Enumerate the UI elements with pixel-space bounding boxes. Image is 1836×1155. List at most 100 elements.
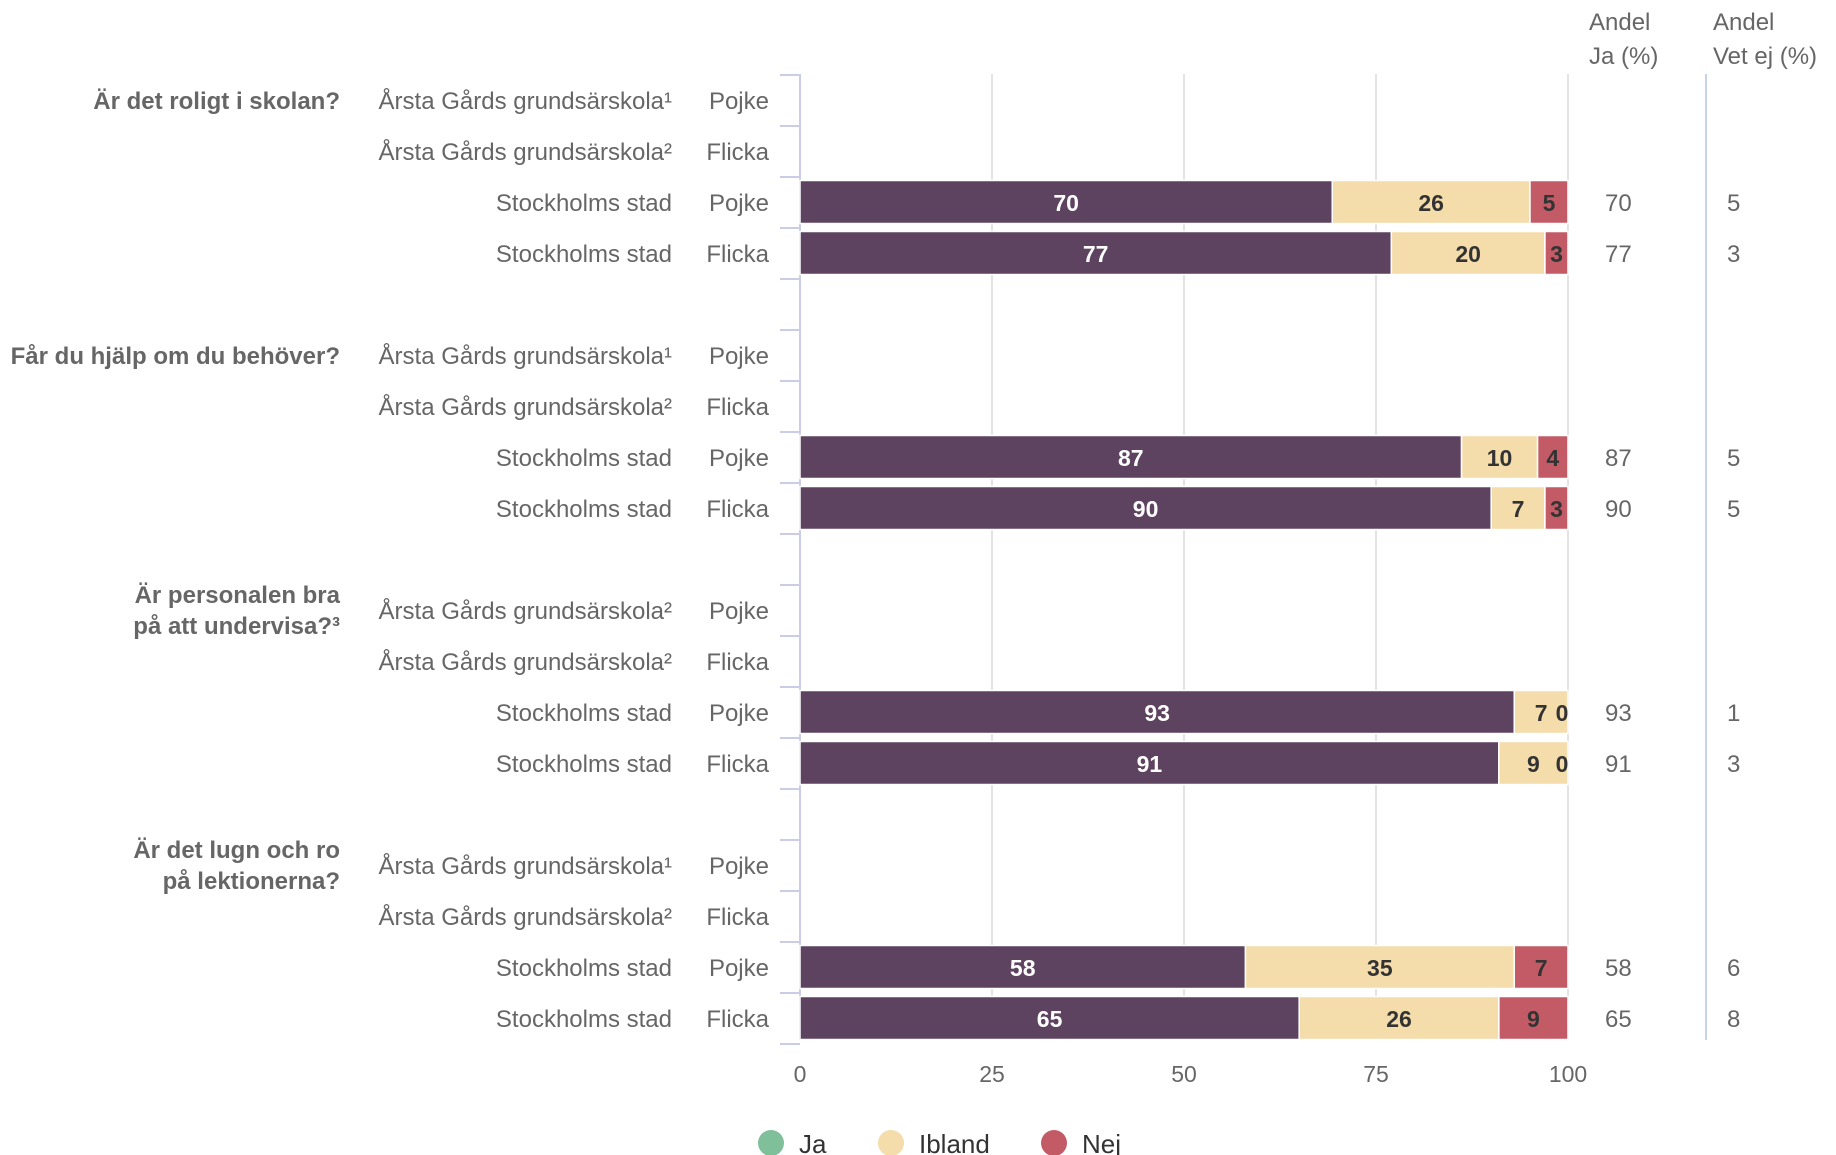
bar-segment bbox=[799, 485, 1492, 531]
row-gender-label: Flicka bbox=[706, 1006, 769, 1033]
row-gender-label: Flicka bbox=[706, 394, 769, 421]
x-tick-label: 50 bbox=[1171, 1061, 1197, 1087]
row-unit-label: Stockholms stad bbox=[496, 955, 672, 982]
row-unit-label: Stockholms stad bbox=[496, 1006, 672, 1033]
row-unit-label: Årsta Gårds grundsärskola² bbox=[379, 393, 672, 421]
row-gender-label: Pojke bbox=[709, 955, 769, 982]
row-gender-label: Pojke bbox=[709, 88, 769, 115]
legend: Ja Ibland Nej bbox=[758, 1129, 1121, 1155]
question-group: Är personalen bra på att undervisa?³ Årsta… bbox=[133, 582, 1740, 790]
bar-value-label: 87 bbox=[1118, 445, 1144, 471]
x-tick-label: 75 bbox=[1363, 1061, 1389, 1087]
side-column-header: Ja (%) bbox=[1589, 43, 1658, 70]
ja-pct-value: 58 bbox=[1605, 955, 1632, 982]
bar-value-label: 26 bbox=[1386, 1006, 1412, 1032]
bar-value-label: 93 bbox=[1144, 700, 1170, 726]
bar-segment bbox=[1390, 230, 1546, 276]
bar-value-label: 0 bbox=[1556, 700, 1569, 726]
bar-value-label: 4 bbox=[1546, 445, 1559, 471]
bar-value-label: 0 bbox=[1556, 751, 1569, 777]
row-unit-label: Stockholms stad bbox=[496, 751, 672, 778]
bar-value-label: 9 bbox=[1527, 1006, 1540, 1032]
x-tick-label: 25 bbox=[979, 1061, 1005, 1087]
bar-segment bbox=[1490, 485, 1546, 531]
legend-marker bbox=[758, 1130, 784, 1155]
ja-pct-value: 77 bbox=[1605, 241, 1632, 268]
bar-segment bbox=[799, 944, 1247, 990]
row-unit-label: Årsta Gårds grundsärskola¹ bbox=[379, 342, 672, 370]
bar-segment bbox=[1536, 434, 1569, 480]
bar-value-label: 5 bbox=[1543, 190, 1556, 216]
bar-segment bbox=[1529, 179, 1569, 225]
bar-segment bbox=[799, 230, 1393, 276]
row-gender-label: Pojke bbox=[709, 700, 769, 727]
row-unit-label: Årsta Gårds grundsärskola¹ bbox=[379, 852, 672, 880]
ja-pct-value: 93 bbox=[1605, 700, 1632, 727]
row-gender-label: Flicka bbox=[706, 904, 769, 931]
vet-ej-pct-value: 3 bbox=[1727, 241, 1740, 268]
vet-ej-pct-value: 3 bbox=[1727, 751, 1740, 778]
question-group: Är det roligt i skolan? Årsta Gårds grund… bbox=[93, 74, 1740, 280]
row-unit-label: Stockholms stad bbox=[496, 700, 672, 727]
ja-pct-value: 87 bbox=[1605, 445, 1632, 472]
bar-value-label: 7 bbox=[1535, 955, 1548, 981]
bar-segment bbox=[799, 434, 1463, 480]
row-unit-label: Årsta Gårds grundsärskola² bbox=[379, 903, 672, 931]
vet-ej-pct-value: 5 bbox=[1727, 190, 1740, 217]
bar-value-label: 9 bbox=[1527, 751, 1540, 777]
bar-segment bbox=[1513, 689, 1569, 735]
x-tick-label: 0 bbox=[794, 1061, 807, 1087]
row-gender-label: Pojke bbox=[709, 190, 769, 217]
bar-segment bbox=[1513, 944, 1569, 990]
side-column-header: Vet ej (%) bbox=[1713, 43, 1817, 70]
bar-segment bbox=[1498, 995, 1569, 1041]
legend-marker bbox=[878, 1130, 904, 1155]
bar-value-label: 10 bbox=[1487, 445, 1513, 471]
row-unit-label: Årsta Gårds grundsärskola² bbox=[379, 597, 672, 625]
bar-value-label: 20 bbox=[1455, 241, 1481, 267]
ja-pct-value: 65 bbox=[1605, 1006, 1632, 1033]
bar-value-label: 35 bbox=[1367, 955, 1393, 981]
bar-segment bbox=[799, 179, 1334, 225]
row-unit-label: Årsta Gårds grundsärskola² bbox=[379, 648, 672, 676]
vet-ej-pct-value: 5 bbox=[1727, 496, 1740, 523]
bar-value-label: 70 bbox=[1053, 190, 1079, 216]
row-gender-label: Flicka bbox=[706, 241, 769, 268]
bar-segment bbox=[799, 995, 1300, 1041]
bar-value-label: 3 bbox=[1550, 241, 1563, 267]
row-gender-label: Flicka bbox=[706, 751, 769, 778]
vet-ej-pct-value: 6 bbox=[1727, 955, 1740, 982]
question-label: Är det roligt i skolan? bbox=[93, 88, 340, 115]
ja-pct-value: 90 bbox=[1605, 496, 1632, 523]
bar-segment bbox=[1544, 485, 1569, 531]
row-unit-label: Årsta Gårds grundsärskola¹ bbox=[379, 87, 672, 115]
row-unit-label: Årsta Gårds grundsärskola² bbox=[379, 138, 672, 166]
vet-ej-pct-value: 8 bbox=[1727, 1006, 1740, 1033]
bar-value-label: 91 bbox=[1137, 751, 1163, 777]
legend-label: Ja bbox=[799, 1129, 827, 1155]
bar-segment bbox=[1460, 434, 1539, 480]
x-tick-label: 100 bbox=[1549, 1061, 1587, 1087]
bar-segment bbox=[1544, 230, 1569, 276]
bar-segment bbox=[1498, 740, 1569, 786]
vet-ej-pct-value: 5 bbox=[1727, 445, 1740, 472]
bar-value-label: 26 bbox=[1418, 190, 1444, 216]
question-label: Är personalen bra bbox=[135, 582, 341, 609]
bar-value-label: 90 bbox=[1133, 496, 1159, 522]
question-label: på att undervisa?³ bbox=[133, 613, 340, 640]
question-group: Får du hjälp om du behöver? Årsta Gårds g… bbox=[11, 329, 1740, 535]
bar-value-label: 7 bbox=[1535, 700, 1548, 726]
row-gender-label: Pojke bbox=[709, 853, 769, 880]
ja-pct-value: 91 bbox=[1605, 751, 1632, 778]
legend-label: Ibland bbox=[919, 1129, 990, 1155]
row-gender-label: Pojke bbox=[709, 343, 769, 370]
row-unit-label: Stockholms stad bbox=[496, 445, 672, 472]
row-gender-label: Flicka bbox=[706, 496, 769, 523]
bar-segment bbox=[799, 689, 1515, 735]
bar-value-label: 77 bbox=[1083, 241, 1109, 267]
question-group: Är det lugn och ro på lektionerna? Årsta G… bbox=[133, 837, 1740, 1045]
row-gender-label: Pojke bbox=[709, 598, 769, 625]
bar-value-label: 65 bbox=[1037, 1006, 1063, 1032]
bar-segment bbox=[1331, 179, 1531, 225]
